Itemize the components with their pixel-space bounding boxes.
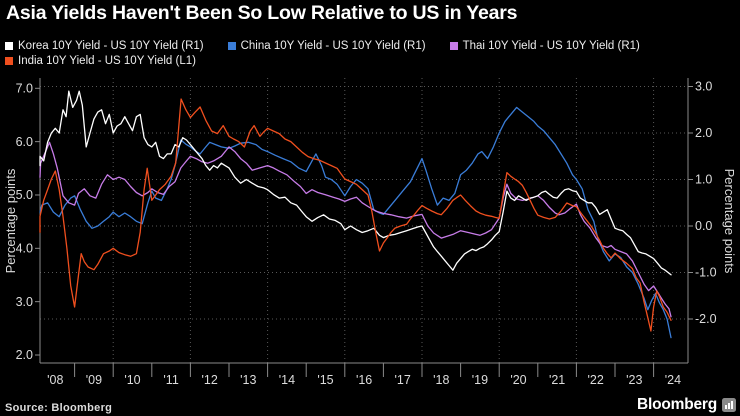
legend-swatch-icon [5, 41, 13, 50]
chart-title: Asia Yields Haven't Been So Low Relative… [6, 2, 518, 24]
legend-swatch-icon [227, 41, 236, 50]
x-axis-year-label: '17 [395, 373, 411, 387]
legend-swatch-icon [5, 56, 13, 65]
series-line-china [39, 106, 672, 339]
right-axis-tick-label: -1.0 [695, 266, 717, 280]
series-line-india [39, 98, 672, 332]
right-axis-tick-label: -2.0 [695, 312, 717, 326]
x-axis-year-label: '18 [433, 373, 449, 387]
x-axis-year-label: '19 [472, 373, 488, 387]
x-axis-year-label: '12 [202, 373, 218, 387]
x-axis-year-label: '08 [47, 373, 63, 387]
left-axis-tick-label: 6.0 [16, 135, 33, 149]
x-axis-year-label: '24 [665, 373, 681, 387]
right-axis-tick-label: 3.0 [695, 80, 712, 94]
right-axis-tick-label: 2.0 [695, 126, 712, 140]
left-axis-tick-label: 5.0 [16, 188, 33, 202]
right-axis-tick-label: 1.0 [695, 173, 712, 187]
x-axis-year-label: '10 [124, 373, 140, 387]
legend-label: Korea 10Y Yield - US 10Y Yield (R1) [18, 39, 204, 52]
right-axis-tick-label: 0.0 [695, 219, 712, 233]
bloomberg-wordmark: Bloomberg [636, 396, 717, 413]
legend-label: Thai 10Y Yield - US 10Y Yield (R1) [462, 39, 640, 52]
legend-swatch-icon [449, 41, 458, 50]
legend-item-1: Korea 10Y Yield - US 10Y Yield (R1) [5, 39, 204, 52]
source-note: Source: Bloomberg [5, 402, 113, 414]
legend-label: India 10Y Yield - US 10Y Yield (L1) [18, 54, 196, 67]
x-axis-year-label: '20 [510, 373, 526, 387]
right-axis-title: Percentage points [722, 169, 737, 274]
series-line-korea [39, 90, 672, 276]
left-axis-tick-label: 7.0 [16, 82, 33, 96]
legend-item-2: China 10Y Yield - US 10Y Yield (R1) [227, 39, 426, 52]
x-axis-year-label: '14 [279, 373, 295, 387]
bar-chart-icon [722, 398, 736, 412]
legend-item-4: India 10Y Yield - US 10Y Yield (L1) [5, 54, 196, 67]
x-axis-year-label: '16 [356, 373, 372, 387]
bloomberg-brand: Bloomberg [637, 396, 736, 414]
x-axis-year-label: '15 [317, 373, 333, 387]
x-axis-year-label: '11 [163, 373, 178, 387]
x-axis-year-label: '22 [588, 373, 604, 387]
series-line-thai [39, 141, 672, 318]
x-axis-year-label: '23 [626, 373, 642, 387]
x-axis-year-label: '09 [86, 373, 102, 387]
left-axis-tick-label: 4.0 [16, 242, 33, 256]
left-axis-title: Percentage points [3, 168, 18, 273]
legend-label: China 10Y Yield - US 10Y Yield (R1) [240, 39, 426, 52]
left-axis-tick-label: 2.0 [16, 348, 33, 362]
chart-legend: Korea 10Y Yield - US 10Y Yield (R1) China… [5, 39, 711, 67]
x-axis-year-label: '13 [240, 373, 256, 387]
left-axis-tick-label: 3.0 [16, 295, 33, 309]
x-axis-year-label: '21 [549, 373, 565, 387]
legend-item-3: Thai 10Y Yield - US 10Y Yield (R1) [449, 39, 640, 52]
